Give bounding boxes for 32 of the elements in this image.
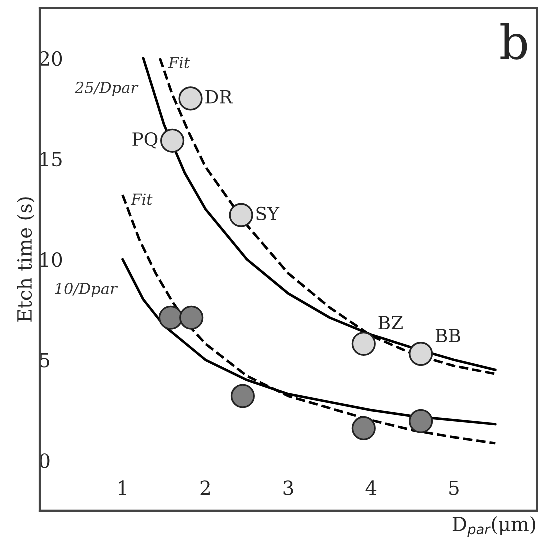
series-label: Fit <box>168 57 190 68</box>
point <box>180 306 204 330</box>
x-tick-label: 1 <box>119 480 126 496</box>
series-label: Fit <box>130 194 153 206</box>
point <box>178 86 203 111</box>
y-tick-label: 20 <box>40 51 62 66</box>
point <box>409 342 434 366</box>
data-label: BZ <box>378 316 403 330</box>
data-label: PQ <box>132 132 158 149</box>
point <box>352 332 376 356</box>
point <box>409 409 434 434</box>
x-axis-title: D$_{par}$(μm) <box>452 516 536 538</box>
x-tick-label: 5 <box>450 480 459 496</box>
point <box>352 416 376 440</box>
point <box>158 306 183 330</box>
series-label: 10/Dpar <box>55 282 118 298</box>
x-tick-label: 2 <box>200 480 210 496</box>
data-label: BB <box>436 329 460 342</box>
line-series <box>122 194 497 445</box>
point <box>230 384 255 408</box>
x-tick-label: 3 <box>284 480 294 496</box>
point <box>229 203 254 228</box>
y-axis-title: Etch time (s) <box>17 198 35 322</box>
y-tick-label: 5 <box>40 353 50 368</box>
y-tick-label: 10 <box>40 252 62 268</box>
series-label: 25/Dpar <box>74 82 139 96</box>
data-label: SY <box>256 206 280 221</box>
point <box>160 128 185 153</box>
x-tick-label: 4 <box>366 480 377 496</box>
data-label: DR <box>206 90 234 104</box>
y-tick-label: 15 <box>40 152 62 167</box>
annotation: b <box>500 23 528 60</box>
